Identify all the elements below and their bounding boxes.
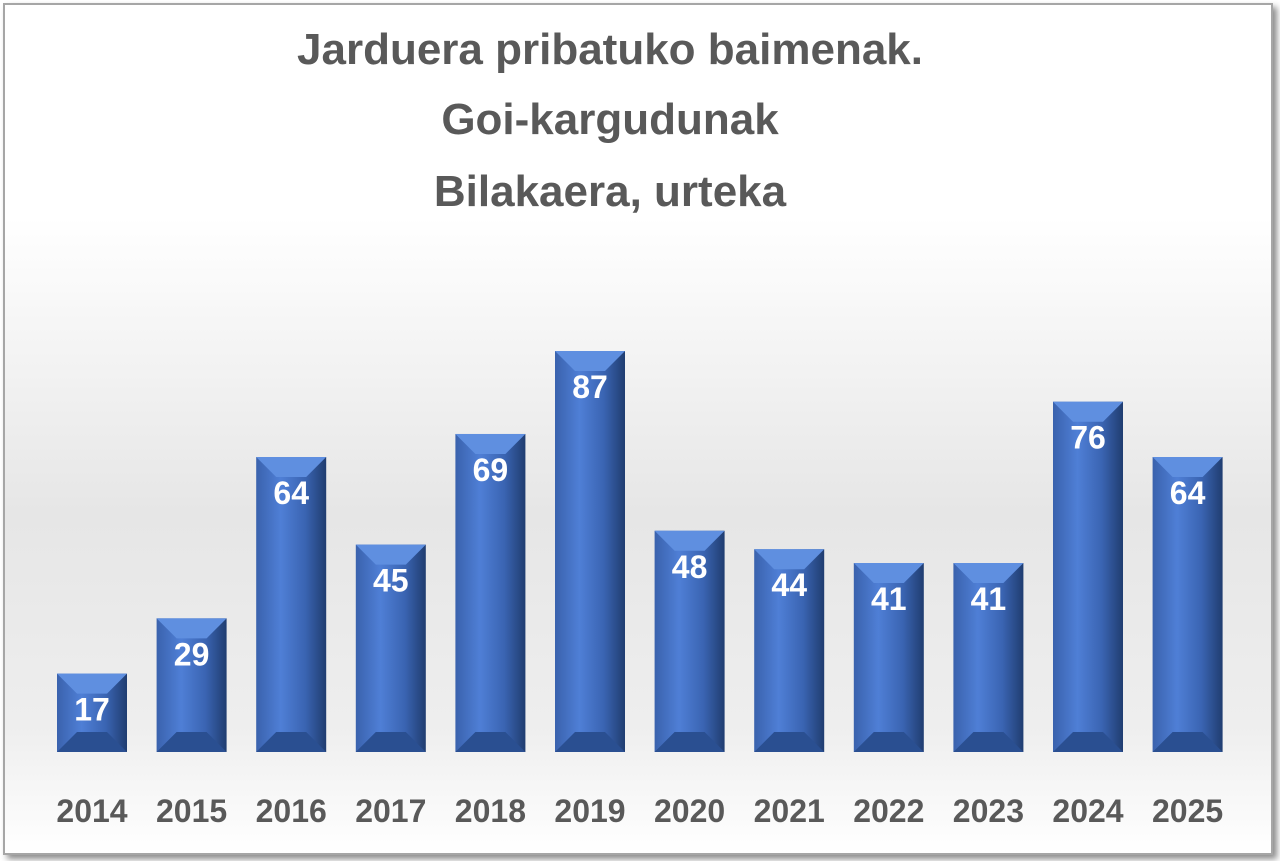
bar-top-bevel [156, 618, 227, 639]
bar-top-bevel [555, 351, 625, 371]
bar-2016 [256, 457, 327, 752]
bar-top-bevel [754, 549, 825, 570]
bar-2023 [953, 563, 1024, 752]
bar-2017 [355, 544, 426, 752]
bar-top-bevel [57, 673, 127, 694]
x-tick-label: 2023 [953, 793, 1024, 829]
bar-bottom-bevel [555, 732, 625, 752]
x-tick-label: 2020 [654, 793, 725, 829]
bar-bottom-bevel [355, 732, 426, 752]
bar-top-bevel [1053, 401, 1123, 422]
bar-top-bevel [455, 433, 526, 454]
bar-bottom-bevel [953, 732, 1024, 752]
data-label: 64 [273, 475, 309, 511]
data-label: 45 [373, 563, 409, 599]
data-label: 44 [771, 567, 807, 603]
x-tick-label: 2019 [554, 793, 625, 829]
x-tick-label: 2018 [455, 793, 526, 829]
bar-top-bevel [953, 563, 1024, 584]
bar-2019 [555, 351, 625, 752]
bar-2018 [455, 433, 526, 752]
bar-2025 [1152, 457, 1223, 752]
data-label: 41 [971, 581, 1007, 617]
x-tick-label: 2014 [56, 793, 127, 829]
data-label: 64 [1170, 475, 1206, 511]
bar-top-bevel [256, 457, 327, 478]
bar-bottom-bevel [654, 732, 725, 752]
x-tick-label: 2015 [156, 793, 227, 829]
chart-title-line-3: Bilakaera, urteka [434, 167, 787, 216]
bar-bottom-bevel [156, 732, 227, 752]
bar-bottom-bevel [754, 732, 825, 752]
bar-top-bevel [853, 563, 924, 584]
bar-2024 [1053, 401, 1123, 752]
data-label: 41 [871, 581, 907, 617]
data-label: 69 [473, 452, 509, 488]
bar-bottom-bevel [1053, 732, 1123, 752]
bar-2020 [654, 530, 725, 752]
x-tick-label: 2024 [1052, 793, 1123, 829]
x-tick-label: 2022 [853, 793, 924, 829]
bar-2022 [853, 563, 924, 752]
chart-title-line-1: Jarduera pribatuko baimenak. [297, 25, 923, 74]
bar-top-bevel [355, 544, 426, 565]
x-tick-label: 2021 [754, 793, 825, 829]
x-tick-label: 2025 [1152, 793, 1223, 829]
bar-bottom-bevel [1152, 732, 1223, 752]
x-tick-label: 2017 [355, 793, 426, 829]
bar-bottom-bevel [455, 732, 526, 752]
chart-title-line-2: Goi-kargudunak [441, 95, 779, 144]
bar-2021 [754, 549, 825, 752]
bar-top-bevel [654, 530, 725, 551]
bar-bottom-bevel [853, 732, 924, 752]
bar-2015 [156, 618, 227, 752]
bar-top-bevel [1152, 457, 1223, 478]
x-tick-label: 2016 [256, 793, 327, 829]
bar-bottom-bevel [57, 732, 127, 752]
bar-bottom-bevel [256, 732, 327, 752]
data-label: 48 [672, 549, 708, 585]
data-label: 87 [572, 369, 608, 405]
data-label: 29 [174, 636, 210, 672]
data-label: 76 [1070, 420, 1106, 456]
data-label: 17 [74, 692, 110, 728]
